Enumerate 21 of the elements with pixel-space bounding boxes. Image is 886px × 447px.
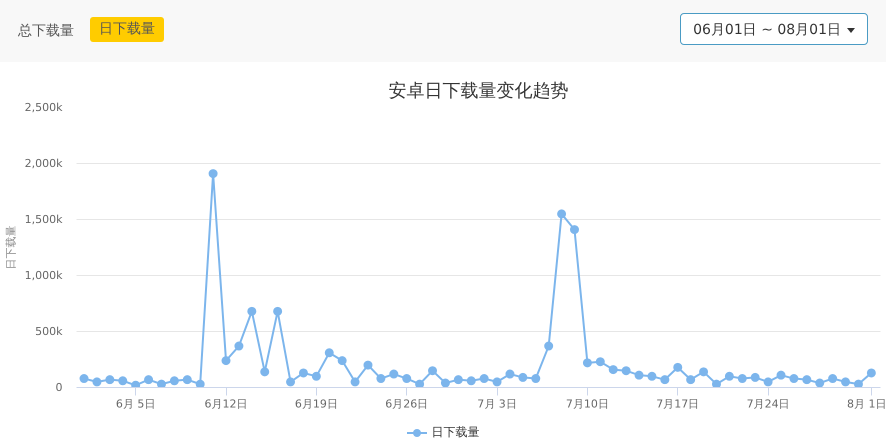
x-tick-label: 6月19日 — [294, 398, 338, 410]
text: 总下载量 — [18, 22, 74, 41]
x-tick-label: 6月12日 — [204, 398, 248, 410]
x-tick-label: 7月17日 — [656, 398, 700, 410]
y-tick-label: 2,000k — [24, 157, 64, 170]
y-axis-title: 日下载量 — [4, 226, 18, 270]
x-tick-label: 8月 1日 — [847, 398, 886, 410]
x-tick-label: 7月10日 — [566, 398, 609, 410]
y-tick-label: 2,500k — [24, 101, 64, 114]
y-tick-label: 500k — [35, 325, 64, 338]
y-tick-label: 1,000k — [24, 269, 64, 282]
text: 06月01日 ~ 08月01日 — [680, 13, 868, 45]
x-tick-label: 6月 5日 — [116, 398, 156, 410]
x-tick-label: 7月 3日 — [477, 398, 517, 410]
y-tick-label: 1,500k — [24, 213, 64, 226]
chart-title: 安卓日下载量变化趋势 — [388, 80, 568, 102]
x-tick-label: 6月26日 — [385, 398, 428, 410]
legend-label: 日下载量 — [432, 425, 480, 440]
x-tick-label: 7月24日 — [746, 398, 790, 410]
text: 日下载量 — [90, 17, 164, 42]
y-tick-label: 0 — [56, 381, 62, 394]
